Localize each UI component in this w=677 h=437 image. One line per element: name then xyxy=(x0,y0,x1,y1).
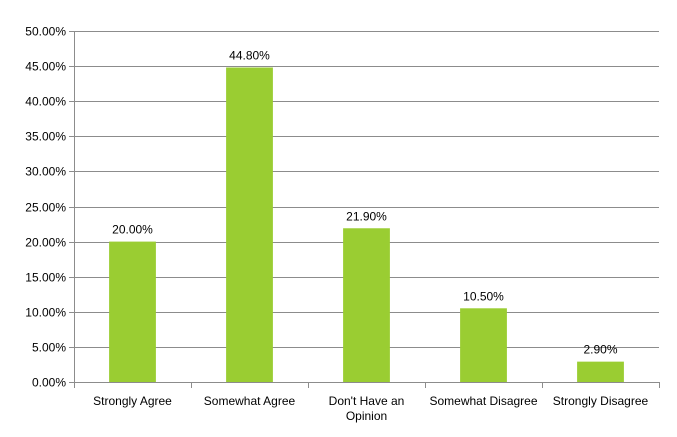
data-label: 44.80% xyxy=(229,49,270,63)
y-tick-label: 50.00% xyxy=(25,25,66,39)
x-tick-label: Somewhat Agree xyxy=(204,394,296,408)
bar xyxy=(343,228,390,382)
y-tick-label: 30.00% xyxy=(25,165,66,179)
bars xyxy=(109,67,624,382)
y-tick-label: 5.00% xyxy=(32,341,66,355)
data-label: 10.50% xyxy=(463,289,504,303)
x-tick-label: Somewhat Disagree xyxy=(429,394,537,408)
bar xyxy=(460,308,507,382)
x-tick-label: Strongly Agree xyxy=(93,394,172,408)
x-tick-label: Don't Have an xyxy=(329,394,405,408)
y-tick-label: 20.00% xyxy=(25,236,66,250)
bar xyxy=(577,361,624,382)
data-label: 20.00% xyxy=(112,223,153,237)
bar xyxy=(109,241,156,382)
y-tick-label: 35.00% xyxy=(25,130,66,144)
y-tick-label: 10.00% xyxy=(25,306,66,320)
x-tick-label: Strongly Disagree xyxy=(553,394,649,408)
axes xyxy=(69,31,660,388)
gridlines xyxy=(74,31,659,348)
y-tick-label: 40.00% xyxy=(25,95,66,109)
data-label: 21.90% xyxy=(346,209,387,223)
y-tick-label: 45.00% xyxy=(25,60,66,74)
bar xyxy=(226,67,273,382)
y-tick-label: 25.00% xyxy=(25,201,66,215)
labels: 0.00% 5.00% 10.00% 15.00% 20.00% 25.00% 30.00%… xyxy=(25,25,648,424)
data-label: 2.90% xyxy=(583,343,617,357)
y-tick-label: 15.00% xyxy=(25,271,66,285)
x-tick-label: Opinion xyxy=(346,409,387,423)
y-tick-label: 0.00% xyxy=(32,376,66,390)
